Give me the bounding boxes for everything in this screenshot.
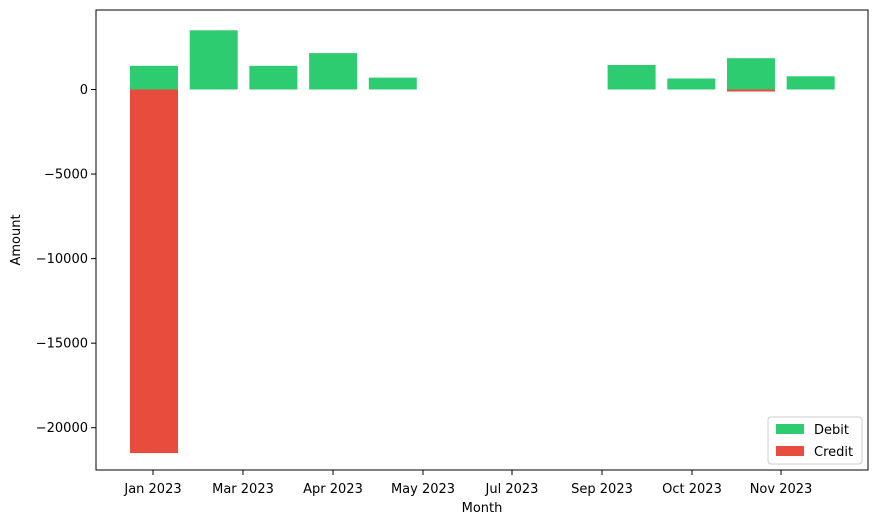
x-tick-label: Nov 2023 xyxy=(750,482,813,497)
x-tick-label: Apr 2023 xyxy=(303,482,363,497)
x-tick-label: May 2023 xyxy=(391,482,455,497)
legend-label-debit: Debit xyxy=(814,423,849,438)
bar-debit xyxy=(189,30,238,90)
x-ticks: Jan 2023 Mar 2023 Apr 2023 May 2023 Jul 2023… xyxy=(123,470,812,497)
x-tick-label: Jul 2023 xyxy=(485,482,539,497)
legend-swatch-credit xyxy=(776,446,804,456)
legend-label-credit: Credit xyxy=(814,445,853,460)
bar-debit xyxy=(607,64,656,90)
bar-debit xyxy=(667,78,716,90)
y-tick-label: 0 xyxy=(80,83,88,98)
y-ticks: 0 −5000 −10000 −15000 −20000 xyxy=(36,83,96,436)
y-tick-label: −10000 xyxy=(36,252,88,267)
bar-debit xyxy=(130,65,178,90)
bar-credit xyxy=(727,89,775,92)
y-tick-label: −15000 xyxy=(36,337,88,352)
legend-swatch-debit xyxy=(776,424,804,434)
y-axis-title: Amount xyxy=(9,214,24,265)
x-tick-label: Jan 2023 xyxy=(123,482,181,497)
bar-debit xyxy=(309,53,358,90)
bar-debit xyxy=(786,76,835,90)
bar-debit xyxy=(368,77,417,90)
plot-frame xyxy=(95,9,869,471)
legend: Debit Credit xyxy=(767,416,863,465)
y-tick-label: −20000 xyxy=(36,421,88,436)
x-axis-title: Month xyxy=(462,501,503,516)
bars-layer xyxy=(130,30,835,454)
y-tick-label: −5000 xyxy=(44,168,88,183)
bar-debit xyxy=(249,65,298,90)
x-tick-label: Mar 2023 xyxy=(212,482,274,497)
x-tick-label: Sep 2023 xyxy=(571,482,633,497)
x-tick-label: Oct 2023 xyxy=(662,482,722,497)
bar-credit xyxy=(130,89,178,454)
bar-debit xyxy=(727,58,775,90)
